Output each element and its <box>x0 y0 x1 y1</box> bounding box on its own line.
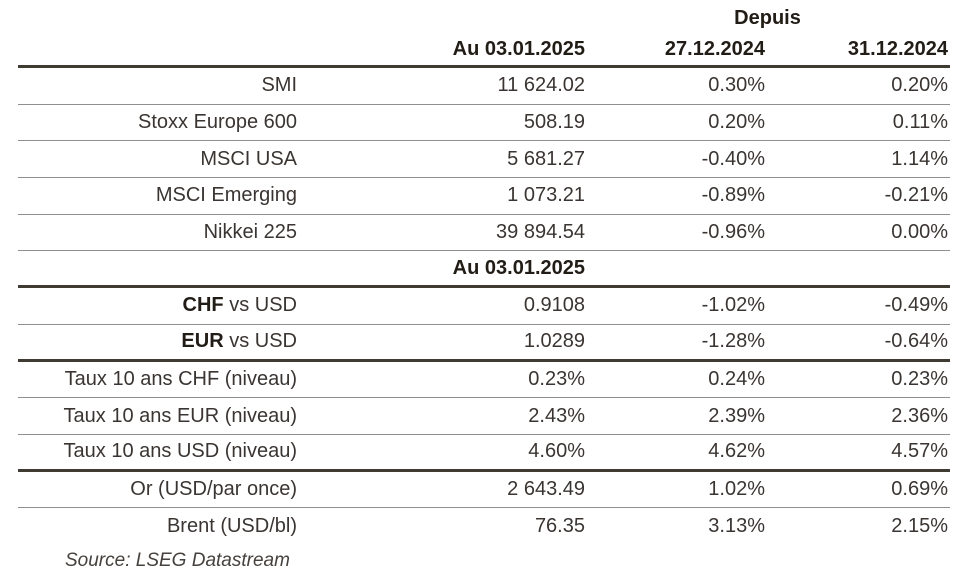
table-row-taux-10-ans-chf: Taux 10 ans CHF (niveau) 0.23% 0.24% 0.2… <box>18 362 950 399</box>
row-pct-since-31: -0.21% <box>884 184 948 207</box>
row-label: Taux 10 ans USD (niveau) <box>63 440 297 463</box>
table-row-taux-10-ans-eur: Taux 10 ans EUR (niveau) 2.43% 2.39% 2.3… <box>18 398 950 435</box>
subheader-value-date: Au 03.01.2025 <box>452 256 585 279</box>
row-label: Taux 10 ans EUR (niveau) <box>63 404 297 427</box>
depuis-header: Depuis <box>734 7 801 29</box>
row-label-bold: CHF <box>182 294 224 317</box>
table-row-nikkei-225: Nikkei 225 39 894.54 -0.96% 0.00% <box>18 215 950 252</box>
row-pct-since-31: 2.36% <box>891 404 948 427</box>
row-pct-since-27: -0.40% <box>701 147 765 170</box>
row-pct-since-31: 0.69% <box>891 477 948 500</box>
row-value: 2.43% <box>528 404 585 427</box>
row-pct-since-31: 0.20% <box>891 74 948 97</box>
column-header-value-date: Au 03.01.2025 <box>452 38 585 60</box>
row-pct-since-31: 0.11% <box>892 111 948 134</box>
row-pct-since-27: 4.62% <box>708 440 765 463</box>
row-value: 4.60% <box>528 440 585 463</box>
row-pct-since-27: 0.30% <box>708 74 765 97</box>
row-label: MSCI USA <box>200 147 297 170</box>
table-header-columns-row: Au 03.01.2025 27.12.2024 31.12.2024 <box>18 34 950 65</box>
row-label: Stoxx Europe 600 <box>138 111 297 134</box>
row-label: Brent (USD/bl) <box>166 515 297 538</box>
table-row-brent: Brent (USD/bl) 76.35 3.13% 2.15% <box>18 508 950 545</box>
row-pct-since-27: -0.89% <box>701 184 765 207</box>
row-label: MSCI Emerging <box>155 184 297 207</box>
row-pct-since-31: 0.00% <box>891 221 948 244</box>
row-value: 39 894.54 <box>496 221 585 244</box>
row-pct-since-27: 2.39% <box>708 404 765 427</box>
row-label-rest: vs USD <box>223 294 297 317</box>
table-header-depuis-row: Depuis <box>18 3 950 34</box>
table: Depuis Au 03.01.2025 27.12.2024 31.12.20… <box>18 3 950 572</box>
row-value: 2 643.49 <box>507 477 585 500</box>
row-label: Nikkei 225 <box>203 221 297 244</box>
row-pct-since-27: -0.96% <box>701 221 765 244</box>
row-pct-since-27: 3.13% <box>708 515 765 538</box>
row-label: EUR vs USD <box>18 330 300 353</box>
row-value: 11 624.02 <box>497 74 586 97</box>
row-value: 5 681.27 <box>507 147 585 170</box>
row-pct-since-31: 0.23% <box>891 367 948 390</box>
row-value: 0.23% <box>528 367 585 390</box>
row-label: CHF vs USD <box>18 294 300 317</box>
row-value: 1 073.21 <box>507 184 585 207</box>
row-pct-since-31: 1.14% <box>891 147 948 170</box>
row-label: SMI <box>261 74 297 97</box>
row-value: 508.19 <box>523 111 585 134</box>
table-row-msci-emerging: MSCI Emerging 1 073.21 -0.89% -0.21% <box>18 178 950 215</box>
table-row-eur-vs-usd: EUR vs USD 1.0289 -1.28% -0.64% <box>18 325 950 362</box>
row-label: Or (USD/par once) <box>130 477 297 500</box>
row-value: 76.35 <box>534 515 585 538</box>
source-caption: Source: LSEG Datastream <box>65 549 290 571</box>
row-label: Taux 10 ans CHF (niveau) <box>64 367 297 390</box>
row-label-bold: EUR <box>181 330 224 353</box>
table-row-or: Or (USD/par once) 2 643.49 1.02% 0.69% <box>18 472 950 509</box>
table-subheader-row: Au 03.01.2025 <box>18 251 950 289</box>
row-pct-since-31: -0.49% <box>884 294 948 317</box>
row-pct-since-27: -1.28% <box>701 330 765 353</box>
row-pct-since-31: 4.57% <box>891 440 948 463</box>
table-row-taux-10-ans-usd: Taux 10 ans USD (niveau) 4.60% 4.62% 4.5… <box>18 435 950 472</box>
row-value: 1.0289 <box>523 330 585 353</box>
row-pct-since-27: 0.20% <box>708 111 765 134</box>
table-row-stoxx-europe-600: Stoxx Europe 600 508.19 0.20% 0.11% <box>18 105 950 142</box>
header-rule <box>18 65 950 68</box>
column-header-since-27-12: 27.12.2024 <box>664 38 765 60</box>
table-row-chf-vs-usd: CHF vs USD 0.9108 -1.02% -0.49% <box>18 288 950 325</box>
row-pct-since-27: 1.02% <box>708 477 765 500</box>
column-header-since-31-12: 31.12.2024 <box>847 38 948 60</box>
row-pct-since-31: -0.64% <box>884 330 948 353</box>
row-label-rest: vs USD <box>223 330 297 353</box>
row-pct-since-27: -1.02% <box>701 294 765 317</box>
row-pct-since-27: 0.24% <box>708 367 765 390</box>
table-row-msci-usa: MSCI USA 5 681.27 -0.40% 1.14% <box>18 141 950 179</box>
row-value: 0.9108 <box>523 294 585 317</box>
table-row-smi: SMI 11 624.02 0.30% 0.20% <box>18 68 950 105</box>
row-pct-since-31: 2.15% <box>891 515 948 538</box>
